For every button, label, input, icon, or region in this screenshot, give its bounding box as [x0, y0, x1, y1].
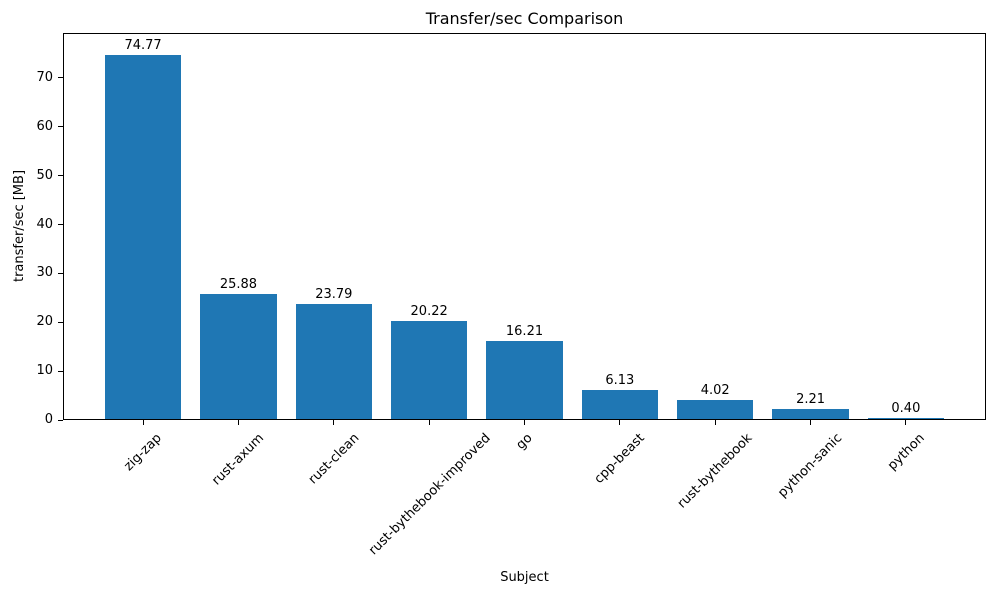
- plot-area: [63, 33, 986, 420]
- bar-go: [486, 340, 563, 420]
- bar-rust-axum: [200, 293, 277, 420]
- x-tick-label: zig-zap: [121, 430, 166, 475]
- x-tick-mark: [142, 420, 144, 425]
- y-tick-mark: [58, 321, 63, 323]
- y-tick-label: 40: [36, 216, 53, 232]
- x-tick-mark: [333, 420, 335, 425]
- y-tick-label: 0: [44, 412, 53, 427]
- bar-value-label: 6.13: [605, 373, 635, 389]
- bar-value-label: 16.21: [505, 323, 544, 339]
- x-tick-mark: [714, 420, 716, 425]
- x-tick-label: rust-bythebook: [674, 430, 756, 512]
- bar-cpp-beast: [581, 390, 658, 420]
- y-tick-mark: [58, 126, 63, 128]
- bar-python-sanic: [772, 409, 849, 420]
- bar-zig-zap: [104, 54, 182, 420]
- bar-value-label: 4.02: [700, 383, 730, 399]
- bar-value-label: 74.77: [124, 37, 162, 53]
- y-tick-mark: [58, 77, 63, 79]
- bar-value-label: 0.40: [891, 401, 921, 417]
- chart-title: Transfer/sec Comparison: [425, 9, 624, 28]
- y-tick-label: 30: [36, 265, 53, 281]
- bar-rust-bythebook: [677, 400, 754, 420]
- x-tick-mark: [428, 420, 430, 425]
- x-tick-label: python: [884, 430, 928, 474]
- y-tick-mark: [58, 370, 63, 372]
- x-tick-label: cpp-beast: [592, 430, 649, 487]
- x-axis-label: Subject: [500, 570, 549, 585]
- y-tick-mark: [58, 175, 63, 177]
- y-tick-label: 50: [36, 167, 53, 183]
- bar-value-label: 25.88: [219, 276, 258, 292]
- x-tick-label: rust-bythebook-improved: [365, 430, 494, 559]
- x-tick-label: rust-axum: [209, 430, 268, 489]
- y-tick-mark: [58, 419, 63, 421]
- y-tick-mark: [58, 272, 63, 274]
- y-tick-label: 60: [36, 118, 53, 134]
- bar-rust-bythebook-improved: [391, 321, 468, 420]
- x-tick-mark: [237, 420, 239, 425]
- bar-rust-clean: [295, 303, 372, 420]
- x-tick-label: rust-clean: [305, 430, 363, 488]
- x-tick-label: python-sanic: [775, 430, 846, 501]
- x-tick-mark: [524, 420, 525, 425]
- y-tick-label: 70: [36, 69, 53, 85]
- y-tick-label: 20: [36, 314, 53, 330]
- bar-value-label: 23.79: [315, 286, 353, 302]
- bar-value-label: 20.22: [410, 304, 448, 320]
- x-tick-mark: [810, 420, 812, 425]
- y-tick-label: 10: [36, 363, 53, 379]
- y-tick-mark: [58, 224, 63, 226]
- x-tick-label: go: [513, 430, 536, 453]
- bar-value-label: 2.21: [796, 392, 826, 408]
- x-tick-mark: [905, 420, 907, 425]
- x-tick-mark: [619, 420, 621, 425]
